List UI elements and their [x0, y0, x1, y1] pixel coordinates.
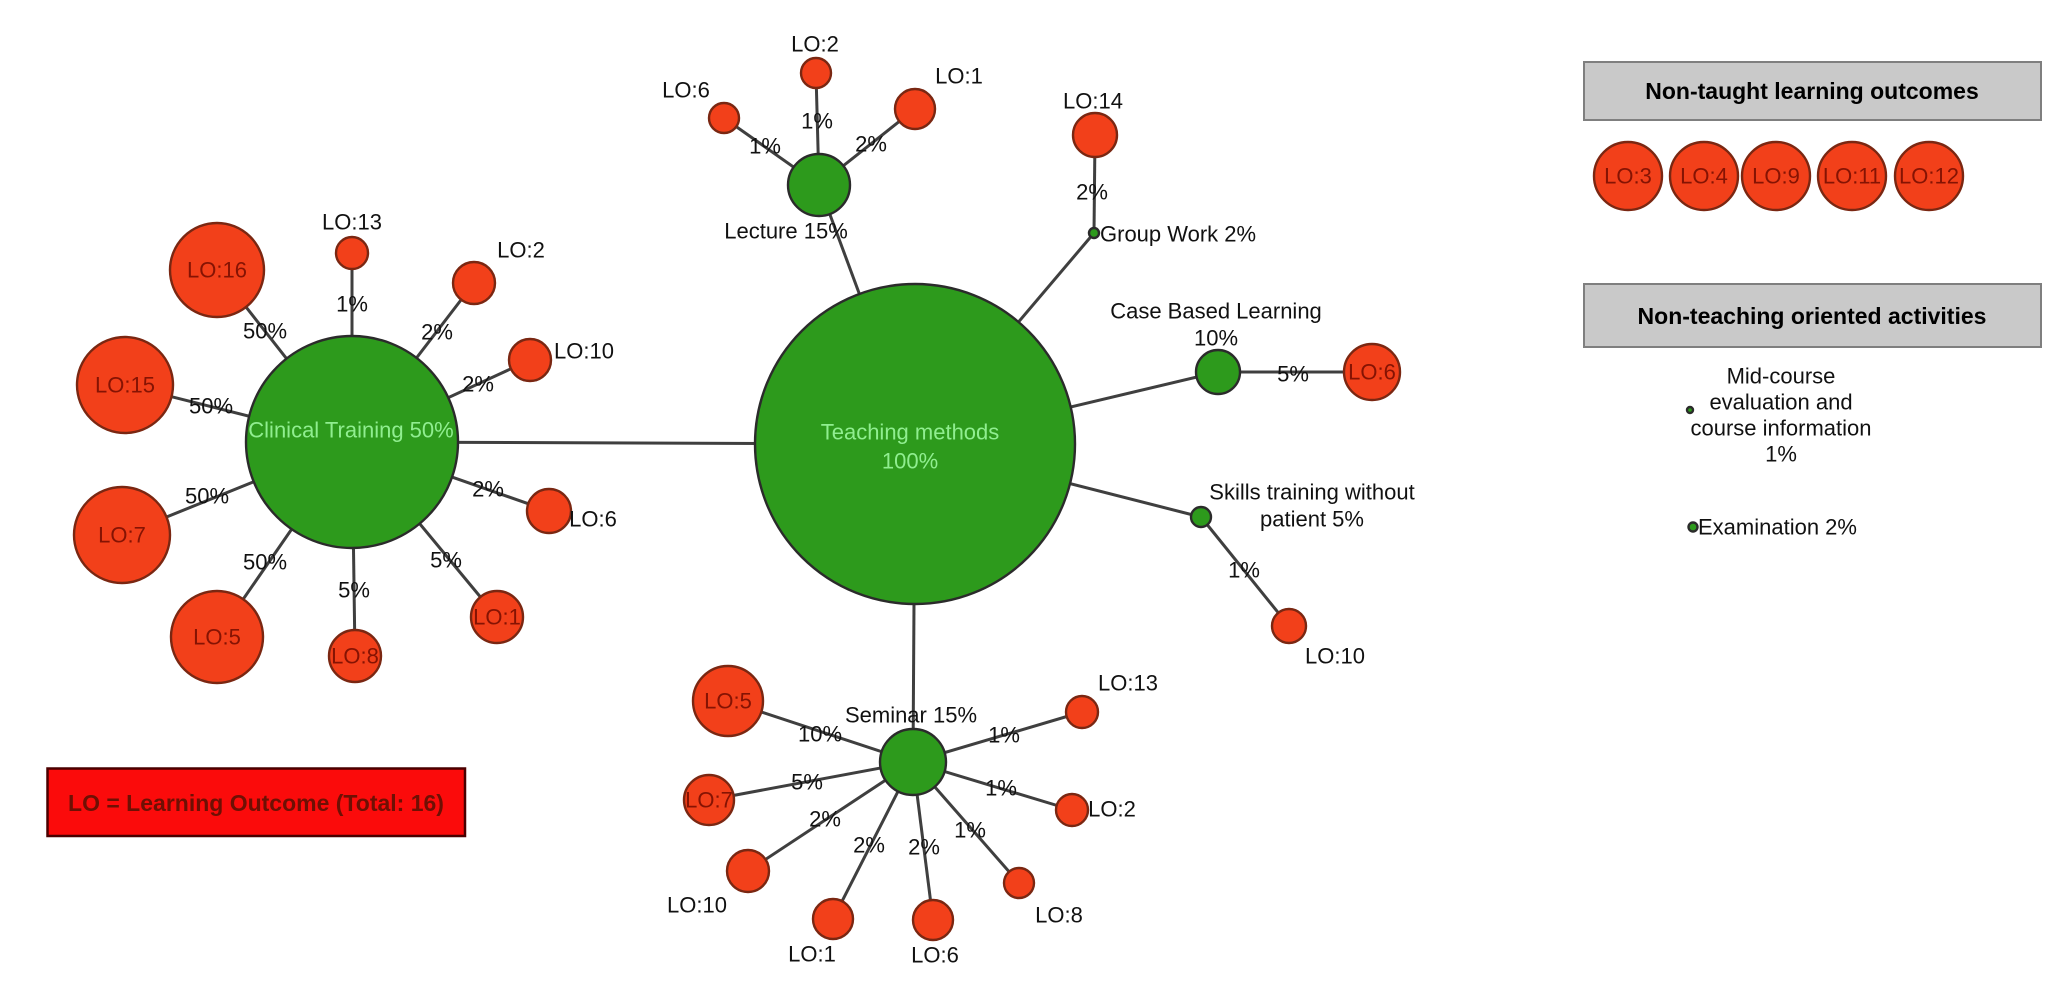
svg-text:LO:6: LO:6: [1348, 360, 1396, 385]
svg-text:2%: 2%: [462, 372, 494, 397]
svg-text:LO:15: LO:15: [95, 373, 155, 398]
svg-text:1%: 1%: [749, 134, 781, 159]
svg-text:LO:4: LO:4: [1680, 164, 1728, 189]
svg-text:1%: 1%: [1765, 442, 1797, 467]
svg-text:50%: 50%: [243, 550, 287, 575]
svg-text:LO:6: LO:6: [911, 943, 959, 968]
svg-text:LO:1: LO:1: [473, 605, 521, 630]
svg-text:50%: 50%: [185, 484, 229, 509]
svg-text:LO:9: LO:9: [1752, 164, 1800, 189]
svg-text:LO:2: LO:2: [791, 32, 839, 57]
svg-text:Seminar 15%: Seminar 15%: [845, 703, 977, 728]
svg-text:5%: 5%: [1277, 362, 1309, 387]
svg-text:1%: 1%: [801, 109, 833, 134]
svg-text:course information: course information: [1691, 416, 1872, 441]
svg-text:5%: 5%: [430, 548, 462, 573]
svg-text:Lecture 15%: Lecture 15%: [724, 219, 848, 244]
svg-text:2%: 2%: [472, 477, 504, 502]
svg-text:Mid-course: Mid-course: [1727, 364, 1836, 389]
svg-text:1%: 1%: [988, 723, 1020, 748]
svg-text:10%: 10%: [798, 722, 842, 747]
svg-text:1%: 1%: [954, 818, 986, 843]
svg-text:1%: 1%: [336, 292, 368, 317]
svg-text:Non-teaching oriented activiti: Non-teaching oriented activities: [1638, 303, 1987, 329]
svg-text:50%: 50%: [243, 319, 287, 344]
svg-text:LO:2: LO:2: [497, 238, 545, 263]
svg-text:Non-taught learning outcomes: Non-taught learning outcomes: [1645, 78, 1979, 104]
svg-text:LO:5: LO:5: [193, 625, 241, 650]
svg-text:LO:10: LO:10: [554, 339, 614, 364]
svg-text:Clinical Training 50%: Clinical Training 50%: [248, 418, 453, 443]
svg-text:LO:8: LO:8: [1035, 903, 1083, 928]
svg-text:evaluation and: evaluation and: [1709, 390, 1852, 415]
svg-text:LO:1: LO:1: [935, 64, 983, 89]
svg-text:LO:6: LO:6: [662, 78, 710, 103]
svg-text:1%: 1%: [1228, 558, 1260, 583]
svg-text:LO:7: LO:7: [685, 788, 733, 813]
svg-text:LO:13: LO:13: [322, 210, 382, 235]
svg-text:LO:1: LO:1: [788, 942, 836, 967]
svg-text:1%: 1%: [985, 776, 1017, 801]
svg-text:2%: 2%: [908, 835, 940, 860]
svg-text:2%: 2%: [421, 320, 453, 345]
svg-text:50%: 50%: [189, 394, 233, 419]
svg-text:LO:14: LO:14: [1063, 89, 1123, 114]
svg-text:100%: 100%: [882, 449, 938, 474]
svg-text:LO:13: LO:13: [1098, 671, 1158, 696]
svg-text:LO:12: LO:12: [1899, 164, 1959, 189]
svg-text:5%: 5%: [791, 770, 823, 795]
svg-text:Skills training without: Skills training without: [1209, 480, 1414, 505]
svg-text:LO:16: LO:16: [187, 258, 247, 283]
svg-text:LO:2: LO:2: [1088, 797, 1136, 822]
svg-text:Case Based Learning: Case Based Learning: [1110, 299, 1322, 324]
svg-text:LO:5: LO:5: [704, 689, 752, 714]
svg-text:LO:7: LO:7: [98, 523, 146, 548]
svg-text:2%: 2%: [809, 807, 841, 832]
svg-text:2%: 2%: [853, 833, 885, 858]
svg-text:LO:3: LO:3: [1604, 164, 1652, 189]
svg-text:2%: 2%: [855, 132, 887, 157]
svg-text:2%: 2%: [1076, 180, 1108, 205]
svg-text:LO:8: LO:8: [331, 644, 379, 669]
svg-text:10%: 10%: [1194, 326, 1238, 351]
svg-text:patient 5%: patient 5%: [1260, 507, 1364, 532]
svg-text:LO:11: LO:11: [1823, 164, 1881, 189]
svg-text:Group Work 2%: Group Work 2%: [1100, 222, 1256, 247]
svg-text:LO = Learning Outcome (Total:: LO = Learning Outcome (Total: 16): [68, 790, 444, 816]
svg-text:Teaching methods: Teaching methods: [821, 420, 1000, 445]
svg-text:LO:10: LO:10: [1305, 644, 1365, 669]
svg-text:LO:6: LO:6: [569, 507, 617, 532]
svg-text:LO:10: LO:10: [667, 893, 727, 918]
svg-text:5%: 5%: [338, 578, 370, 603]
svg-text:Examination 2%: Examination 2%: [1698, 515, 1857, 540]
